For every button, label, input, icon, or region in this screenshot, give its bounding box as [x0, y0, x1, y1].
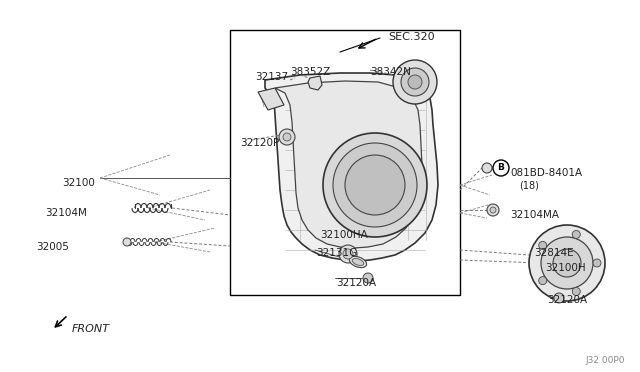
Circle shape: [393, 60, 437, 104]
Circle shape: [541, 237, 593, 289]
Circle shape: [343, 249, 353, 259]
Text: 32005: 32005: [36, 242, 69, 252]
Circle shape: [339, 245, 357, 263]
Circle shape: [123, 238, 131, 246]
Circle shape: [333, 143, 417, 227]
Text: B: B: [497, 164, 504, 173]
Text: 38352Z: 38352Z: [290, 67, 330, 77]
Circle shape: [283, 133, 291, 141]
Circle shape: [487, 204, 499, 216]
Text: J32 00P0: J32 00P0: [586, 356, 625, 365]
Circle shape: [401, 68, 429, 96]
Ellipse shape: [352, 259, 364, 266]
Bar: [230, 30, 460, 295]
Text: 32131G: 32131G: [316, 248, 357, 258]
Circle shape: [529, 225, 605, 301]
Circle shape: [493, 160, 509, 176]
Circle shape: [593, 259, 601, 267]
Text: 32100H: 32100H: [545, 263, 586, 273]
Circle shape: [539, 277, 547, 285]
Text: 32100: 32100: [62, 178, 95, 188]
Text: SEC.320: SEC.320: [388, 32, 435, 42]
Circle shape: [572, 288, 580, 295]
Circle shape: [572, 231, 580, 238]
Circle shape: [408, 75, 422, 89]
Circle shape: [482, 163, 492, 173]
Text: 32137: 32137: [255, 72, 288, 82]
Text: FRONT: FRONT: [72, 324, 110, 334]
Circle shape: [553, 249, 581, 277]
Circle shape: [490, 207, 496, 213]
Text: 081BD-8401A: 081BD-8401A: [510, 168, 582, 178]
Circle shape: [363, 273, 373, 283]
Polygon shape: [308, 76, 322, 90]
Text: (18): (18): [519, 181, 539, 191]
Text: 32120A: 32120A: [547, 295, 587, 305]
Polygon shape: [275, 81, 422, 248]
Polygon shape: [258, 88, 284, 110]
Circle shape: [345, 155, 405, 215]
Circle shape: [323, 133, 427, 237]
Text: 32120A: 32120A: [336, 278, 376, 288]
Ellipse shape: [349, 256, 367, 267]
Text: 32104MA: 32104MA: [510, 210, 559, 220]
Circle shape: [279, 129, 295, 145]
Text: 32814E: 32814E: [534, 248, 573, 258]
Text: 32100HA: 32100HA: [320, 230, 368, 240]
Text: 32120P: 32120P: [240, 138, 279, 148]
Text: 32104M: 32104M: [45, 208, 87, 218]
Circle shape: [554, 293, 564, 303]
Polygon shape: [265, 73, 438, 261]
Text: 38342N: 38342N: [370, 67, 411, 77]
Circle shape: [539, 241, 547, 249]
